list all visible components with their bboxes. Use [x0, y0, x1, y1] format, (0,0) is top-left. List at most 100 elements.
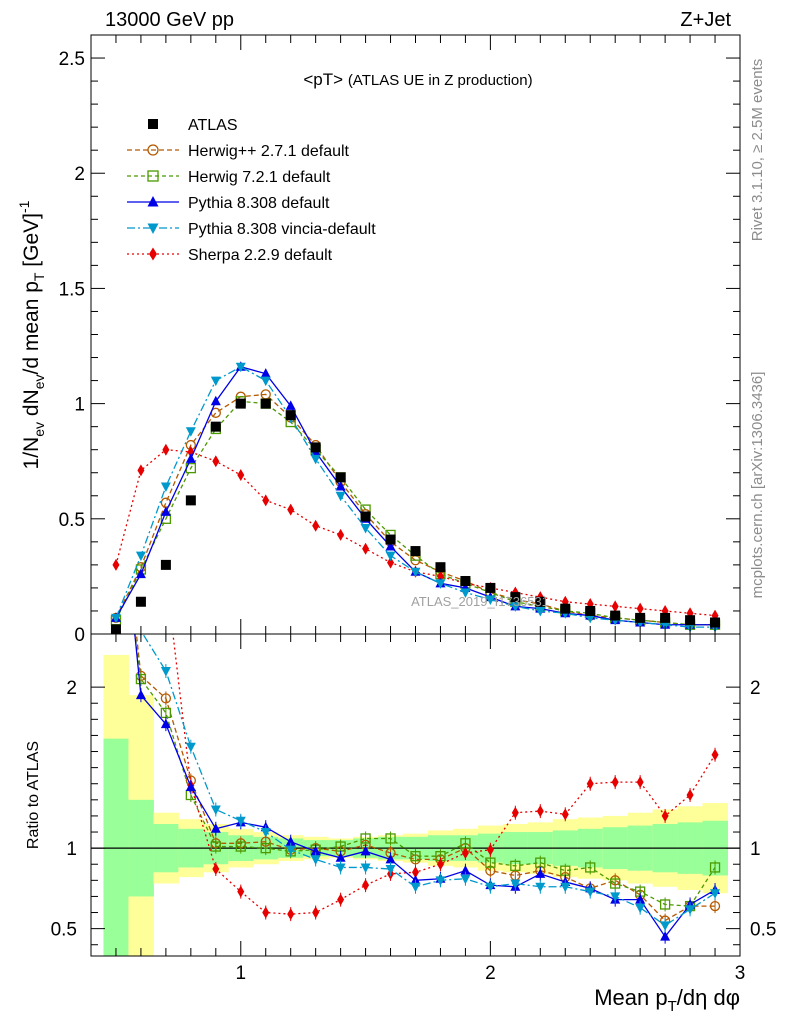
ratio-point-sherpa-2-2-9-default [586, 777, 594, 790]
y-axis-label-ratio: Ratio to ATLAS [25, 741, 42, 849]
y-tick-label-ratio-right: 1 [750, 839, 761, 860]
ratio-point-pythia-8-308-vincia-default [635, 903, 646, 914]
data-point-pythia-8-308-vincia-default [310, 454, 321, 465]
ratio-point-pythia-8-308-default [310, 845, 321, 856]
legend-marker-sherpa-2-2-9-default [149, 247, 157, 261]
legend-label-pythia-8-308-default: Pythia 8.308 default [188, 195, 330, 212]
ratio-point-sherpa-2-2-9-default [511, 806, 519, 819]
ratio-panel: 1 2 3 0.5 0.5 1 1 2 2 [51, 633, 776, 984]
data-point-pythia-8-308-default [135, 568, 146, 579]
ratio-point-sherpa-2-2-9-default [661, 809, 669, 822]
x-axis-label: Mean pT/dη dφ [594, 985, 740, 1015]
ratio-point-herwig-7-2-1-default [659, 899, 671, 910]
data-point-sherpa-2-2-9-default [112, 558, 120, 571]
x-tick-label: 3 [735, 963, 746, 984]
y-tick-label-ratio-right: 2 [750, 678, 761, 699]
ratio-point-herwig-7-2-1-default [410, 851, 421, 862]
plot-title-main: <pT> [303, 70, 343, 89]
ratio-point-pythia-8-308-default [385, 853, 396, 864]
legend-marker-herwig-7-2-1-default [147, 170, 159, 182]
y-tick-label-ratio: 2 [66, 678, 77, 699]
data-point-sherpa-2-2-9-default [636, 602, 644, 615]
ratio-point-herwig-2-7-1-default [709, 900, 721, 912]
y-tick-label-main: 2 [74, 164, 85, 185]
ratio-point-sherpa-2-2-9-default [312, 906, 320, 919]
y-tick-label-main: 0.5 [59, 510, 85, 531]
data-point-sherpa-2-2-9-default [312, 519, 320, 532]
ratio-point-pythia-8-308-vincia-default [660, 921, 671, 931]
legend-label-pythia-8-308-vincia-default: Pythia 8.308 vincia-default [188, 221, 376, 238]
legend-label-sherpa-2-2-9-default: Sherpa 2.2.9 default [188, 247, 333, 264]
y-tick-label-main: 1.5 [59, 279, 85, 300]
energy-label: 13000 GeV pp [105, 9, 234, 31]
data-point-sherpa-2-2-9-default [362, 542, 370, 555]
series-line-pythia-8-308-vincia-default [115, 366, 716, 628]
ratio-plot-content [91, 634, 740, 956]
data-point-atlas [610, 610, 621, 621]
data-point-pythia-8-308-vincia-default [585, 613, 596, 624]
data-point-atlas [510, 592, 521, 603]
ratio-point-sherpa-2-2-9-default [486, 843, 494, 856]
data-point-pythia-8-308-vincia-default [410, 567, 421, 578]
ratio-point-pythia-8-308-vincia-default [410, 882, 421, 893]
data-point-pythia-8-308-vincia-default [385, 551, 396, 562]
ratio-point-pythia-8-308-vincia-default [510, 879, 521, 890]
data-point-sherpa-2-2-9-default [287, 503, 295, 516]
ratio-point-herwig-7-2-1-default [135, 673, 147, 685]
ratio-point-pythia-8-308-vincia-default [685, 905, 696, 915]
ratio-point-herwig-2-7-1-default [160, 693, 172, 704]
ratio-point-sherpa-2-2-9-default [561, 808, 569, 821]
data-point-atlas [210, 421, 221, 432]
data-point-atlas [235, 398, 246, 409]
data-point-atlas [710, 617, 721, 628]
ratio-point-sherpa-2-2-9-default [337, 893, 345, 906]
ratio-point-sherpa-2-2-9-default [436, 858, 444, 871]
legend-label-herwig-2-7-1-default: Herwig++ 2.7.1 default [188, 143, 350, 160]
legend-marker-herwig-2-7-1-default [147, 144, 159, 156]
data-point-atlas [435, 562, 446, 573]
data-point-pythia-8-308-vincia-default [135, 551, 146, 562]
ratio-point-herwig-7-2-1-default [235, 841, 246, 852]
data-point-atlas [535, 596, 546, 607]
ratio-point-pythia-8-308-default [410, 874, 421, 885]
ratio-point-pythia-8-308-default [660, 931, 671, 941]
data-point-atlas [185, 495, 196, 506]
ratio-point-herwig-7-2-1-default [510, 860, 521, 871]
data-point-pythia-8-308-vincia-default [160, 482, 171, 493]
data-point-atlas [335, 472, 346, 483]
ratio-point-herwig-7-2-1-default [385, 833, 396, 844]
data-point-pythia-8-308-vincia-default [535, 606, 546, 617]
legend: ATLAS Herwig++ 2.7.1 default Herwig 7.2.1 … [127, 117, 376, 264]
data-point-sherpa-2-2-9-default [237, 469, 245, 482]
y-tick-label-main: 0 [74, 625, 85, 646]
ratio-point-pythia-8-308-default [460, 865, 471, 875]
data-point-atlas [410, 546, 421, 557]
ratio-point-herwig-7-2-1-default [709, 862, 721, 873]
y-tick-label-ratio: 1 [66, 839, 77, 860]
ratio-point-pythia-8-308-vincia-default [260, 828, 271, 838]
series-line-herwig-2-7-1-default [115, 393, 716, 626]
ratio-point-herwig-7-2-1-default [360, 833, 371, 844]
ratio-point-sherpa-2-2-9-default [287, 908, 295, 921]
ratio-point-sherpa-2-2-9-default [461, 846, 469, 859]
series-line-sherpa-2-2-9-default [115, 449, 716, 617]
rivet-label: Rivet 3.1.10, ≥ 2.5M events [749, 59, 766, 242]
data-point-pythia-8-308-vincia-default [510, 602, 521, 612]
ratio-point-sherpa-2-2-9-default [262, 906, 270, 919]
ratio-axis-ticks: 1 2 3 0.5 0.5 1 1 2 2 [51, 634, 776, 984]
ratio-point-pythia-8-308-default [535, 868, 546, 878]
ratio-point-pythia-8-308-default [135, 689, 146, 700]
plot-title: <pT> (ATLAS UE in Z production) [303, 70, 532, 89]
ratio-point-herwig-7-2-1-default [585, 862, 596, 873]
data-point-atlas [260, 398, 271, 409]
x-tick-label: 2 [485, 963, 496, 984]
ratio-point-pythia-8-308-vincia-default [535, 882, 546, 893]
y-tick-label-ratio: 0.5 [51, 920, 77, 941]
data-point-pythia-8-308-vincia-default [460, 588, 471, 599]
ratio-point-pythia-8-308-vincia-default [460, 874, 471, 885]
y-tick-label-main: 2.5 [59, 49, 85, 70]
ratio-point-herwig-7-2-1-default [485, 857, 496, 868]
ratio-point-sherpa-2-2-9-default [212, 863, 220, 876]
ratio-point-sherpa-2-2-9-default [686, 789, 694, 801]
